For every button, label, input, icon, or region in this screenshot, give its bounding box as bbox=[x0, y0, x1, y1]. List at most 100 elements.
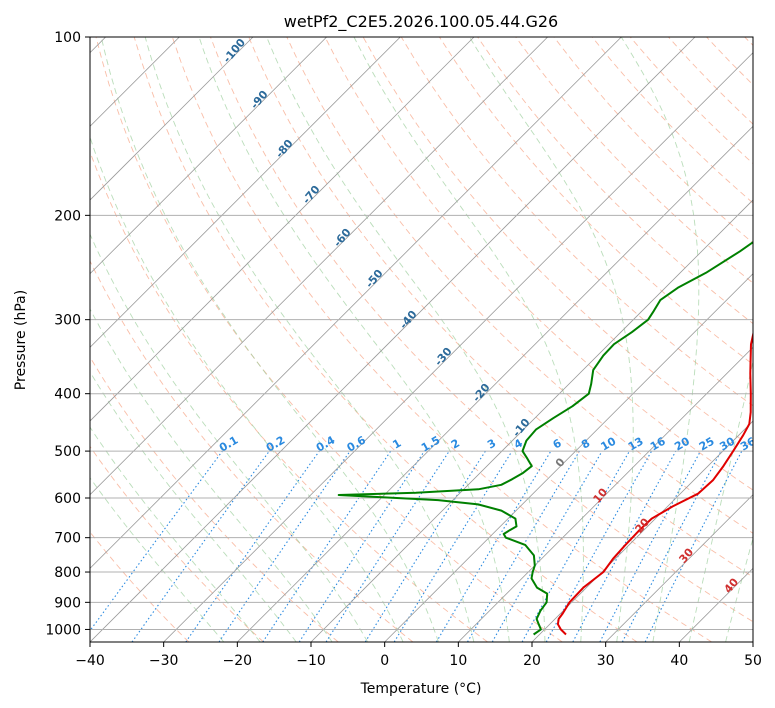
moist-adiabat bbox=[90, 426, 261, 642]
moist-adiabat bbox=[90, 233, 369, 642]
gridlines bbox=[90, 37, 753, 642]
isotherm bbox=[90, 37, 696, 642]
background-lines bbox=[90, 37, 753, 642]
y-tick-label: 1000 bbox=[45, 622, 81, 638]
x-tick-label: 10 bbox=[449, 653, 467, 669]
plot-frame bbox=[89, 36, 754, 643]
y-tick-label: 100 bbox=[54, 30, 81, 46]
moist-adiabat bbox=[90, 308, 333, 642]
profiles bbox=[337, 240, 753, 636]
mixing-ratio-label: 1 bbox=[390, 437, 403, 452]
isotherm bbox=[90, 37, 401, 348]
y-tick-label: 400 bbox=[54, 387, 81, 403]
moist-adiabat bbox=[90, 135, 404, 642]
x-tick-label: −10 bbox=[296, 653, 326, 669]
dry-adiabat bbox=[171, 37, 712, 642]
axis-ticks: −40 −30 −20 −10 0 10 20 30 40 50 100 200 300 400 500 60… bbox=[45, 30, 762, 669]
mixing-ratio-line bbox=[298, 450, 425, 642]
moist-adiabat-label: 30 bbox=[676, 545, 696, 565]
dry-adiabat bbox=[90, 445, 264, 642]
mixing-ratio-line bbox=[435, 450, 552, 642]
isotherm bbox=[90, 37, 254, 201]
dry-adiabat-label: -60 bbox=[331, 226, 354, 250]
mixing-ratio-line bbox=[521, 450, 630, 642]
mixing-ratio-line bbox=[393, 450, 513, 642]
isotherm bbox=[752, 641, 753, 642]
moist-adiabat bbox=[469, 37, 634, 642]
mixing-ratio-line bbox=[262, 450, 392, 642]
chart-title: wetPf2_C2E5.2026.100.05.44.G26 bbox=[284, 12, 558, 32]
dry-adiabat bbox=[706, 37, 753, 86]
y-tick-label: 900 bbox=[54, 595, 81, 611]
mixing-ratio-line bbox=[644, 450, 743, 642]
dry-adiabat bbox=[553, 37, 753, 244]
dry-adiabat bbox=[90, 259, 414, 642]
isotherm bbox=[679, 567, 753, 642]
dry-adiabat bbox=[515, 37, 753, 284]
moist-adiabat bbox=[266, 37, 546, 642]
x-tick-label: −30 bbox=[149, 653, 179, 669]
moist-adiabat-label: 20 bbox=[632, 515, 652, 535]
dry-adiabat-label: -90 bbox=[248, 88, 271, 112]
mixing-ratio-line bbox=[90, 450, 223, 632]
y-tick-label: 700 bbox=[54, 531, 81, 547]
x-tick-label: 50 bbox=[744, 653, 762, 669]
moist-adiabat-label: 10 bbox=[590, 485, 610, 505]
dry-adiabat bbox=[286, 37, 753, 534]
mixing-ratio-label: 2 bbox=[449, 437, 462, 452]
mixing-ratio-line bbox=[545, 450, 653, 642]
y-tick-label: 200 bbox=[54, 208, 81, 224]
line-annotations: 0.1 0.2 0.4 0.6 1 1.5 2 3 4 6 8 10 13 16 20 25 30 36-100-… bbox=[217, 36, 753, 596]
mixing-ratio-line bbox=[218, 450, 351, 642]
moist-adiabat-label: 0 bbox=[553, 455, 568, 469]
x-tick-label: 20 bbox=[523, 653, 541, 669]
dry-adiabat bbox=[90, 150, 488, 642]
isotherm bbox=[384, 273, 753, 642]
dry-adiabat-label: -50 bbox=[363, 267, 386, 291]
x-tick-label: 30 bbox=[597, 653, 615, 669]
moist-adiabat bbox=[725, 536, 753, 642]
moist-adiabat bbox=[90, 477, 225, 642]
x-tick-label: −40 bbox=[75, 653, 105, 669]
isotherm bbox=[605, 494, 753, 642]
dewpoint-profile bbox=[337, 240, 753, 636]
dry-adiabat bbox=[90, 356, 339, 642]
dry-adiabat bbox=[95, 37, 563, 642]
dry-adiabat bbox=[324, 37, 753, 491]
dry-adiabat bbox=[210, 37, 753, 623]
mixing-ratio-label: 3 bbox=[485, 437, 498, 452]
mixing-ratio-line bbox=[572, 450, 677, 642]
x-tick-label: 40 bbox=[670, 653, 688, 669]
mixing-ratio-line bbox=[131, 450, 270, 642]
y-tick-label: 600 bbox=[54, 491, 81, 507]
mixing-ratio-label: 8 bbox=[579, 437, 592, 452]
dry-adiabat bbox=[133, 37, 638, 642]
isotherm bbox=[163, 52, 753, 642]
mixing-ratio-line bbox=[325, 450, 450, 642]
x-axis-label: Temperature (°C) bbox=[360, 681, 482, 697]
dry-adiabat-label: -70 bbox=[300, 183, 323, 207]
y-tick-label: 800 bbox=[54, 565, 81, 581]
moist-adiabat bbox=[90, 370, 297, 642]
isotherm bbox=[90, 37, 327, 275]
isotherm bbox=[90, 37, 548, 496]
dry-adiabat-label: -100 bbox=[220, 36, 248, 66]
y-tick-label: 500 bbox=[54, 444, 81, 460]
dry-adiabat-label: -30 bbox=[432, 345, 455, 369]
x-tick-label: −20 bbox=[223, 653, 253, 669]
dry-adiabat-label: -40 bbox=[397, 308, 420, 332]
moist-adiabat bbox=[620, 37, 700, 642]
y-tick-label: 300 bbox=[54, 313, 81, 329]
isotherm bbox=[531, 420, 753, 642]
temperature-profile bbox=[556, 330, 753, 636]
moist-adiabat bbox=[144, 37, 475, 642]
isotherm bbox=[310, 199, 753, 642]
dry-adiabat bbox=[248, 37, 753, 578]
isotherm bbox=[237, 125, 753, 642]
moist-adiabat bbox=[353, 37, 584, 642]
isotherm bbox=[90, 37, 475, 422]
dry-adiabat-label: -20 bbox=[470, 381, 493, 405]
moist-adiabat bbox=[688, 359, 753, 642]
moist-adiabat bbox=[100, 37, 439, 642]
